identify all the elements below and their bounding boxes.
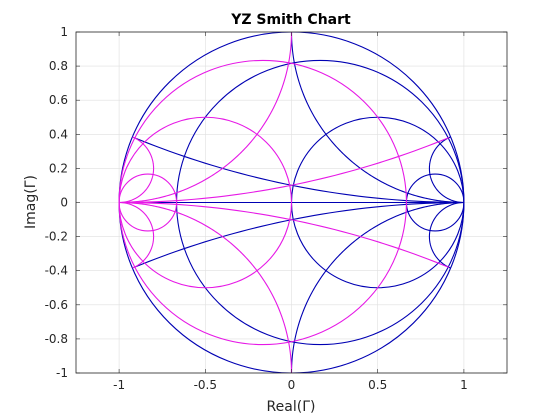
- x-tick-label: -0.5: [194, 378, 217, 392]
- y-susceptance-arc: [119, 32, 293, 204]
- y-tick-label: -0.6: [45, 298, 68, 312]
- x-tick-label: 0.5: [368, 378, 387, 392]
- x-tick-label: -1: [113, 378, 125, 392]
- y-susceptance-arc: [119, 137, 450, 204]
- chart-title: YZ Smith Chart: [230, 12, 351, 28]
- y-susceptance-arc: [119, 136, 155, 204]
- axis-ticks: -1 -0.5 0 0.5 1 -1 -0.8 -0.6 -0.4 -0.2 0 0.2 0.4 0.6 0…: [45, 25, 507, 392]
- x-axis-label: Real(Γ): [267, 399, 316, 415]
- y-tick-label: -0.2: [45, 230, 68, 244]
- y-axis-label: Imag(Γ): [23, 175, 39, 229]
- y-tick-label: 0.8: [49, 59, 68, 73]
- z-reactance-arc: [133, 201, 464, 268]
- z-reactance-arc: [133, 137, 464, 204]
- y-tick-label: 0.2: [49, 161, 68, 175]
- y-tick-label: -0.8: [45, 332, 68, 346]
- x-tick-label: 1: [460, 378, 468, 392]
- z-reactance-arc: [428, 201, 464, 269]
- y-tick-label: -1: [56, 366, 68, 380]
- z-reactance-arc: [290, 201, 464, 373]
- y-conductance-circle: [118, 173, 178, 232]
- y-tick-label: 0.6: [49, 93, 68, 107]
- y-susceptance-arc: [119, 201, 450, 268]
- y-susceptance-arc: [119, 201, 293, 373]
- y-tick-label: 1: [60, 25, 68, 39]
- x-tick-label: 0: [288, 378, 296, 392]
- chart-curves: [118, 32, 465, 373]
- y-susceptance-arc: [119, 201, 155, 269]
- y-tick-label: -0.4: [45, 264, 68, 278]
- z-reactance-arc: [290, 32, 464, 204]
- y-tick-label: 0.4: [49, 127, 68, 141]
- y-tick-label: 0: [60, 196, 68, 210]
- z-reactance-arc: [428, 136, 464, 204]
